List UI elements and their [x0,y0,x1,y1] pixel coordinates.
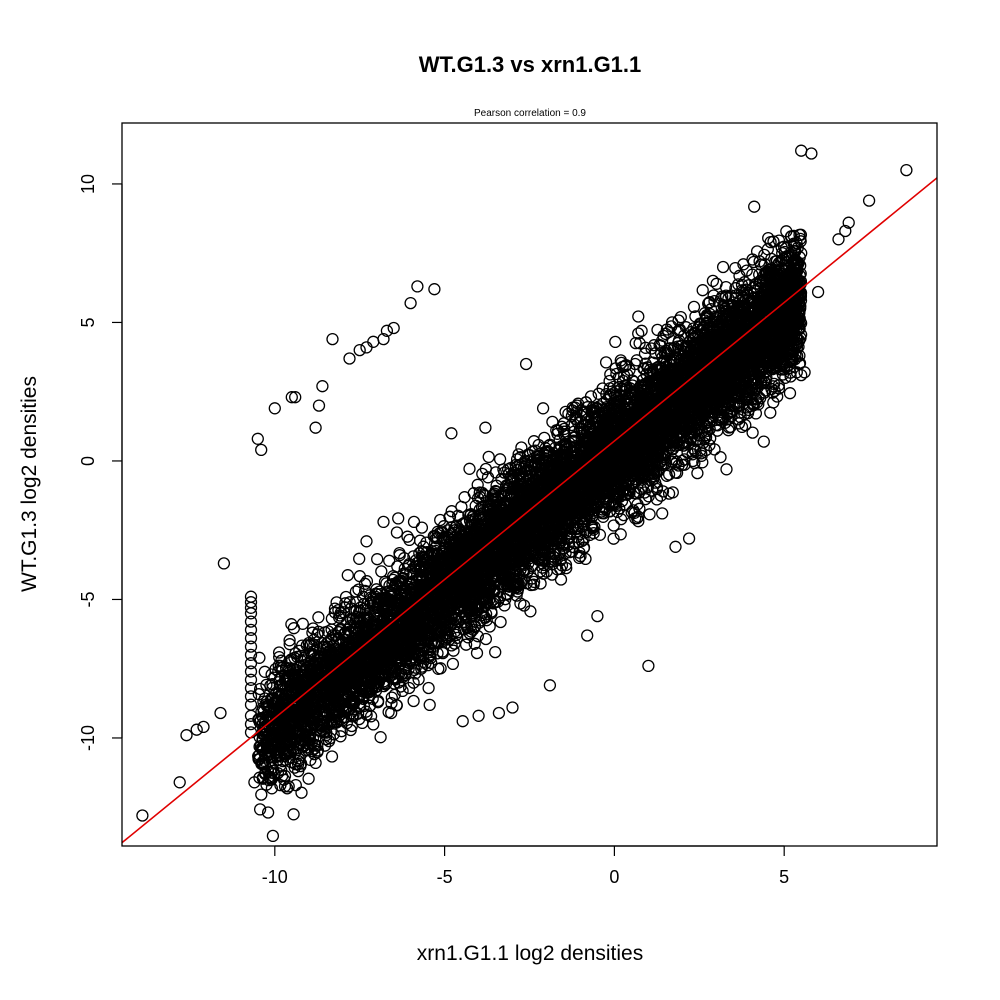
data-point [469,499,482,512]
data-point [390,526,404,539]
data-point [573,551,586,565]
data-point [302,772,315,785]
data-point [423,698,436,712]
data-point [632,310,645,323]
points-layer [136,144,913,843]
data-point [463,462,476,475]
data-point [643,508,656,521]
data-point [383,669,397,682]
data-point [656,507,669,520]
data-point [422,681,435,695]
data-point [385,697,398,710]
data-point [281,782,294,795]
data-point [609,335,622,349]
data-point [287,808,300,821]
data-point [479,632,493,646]
data-point [580,525,593,539]
data-point [738,276,751,289]
data-point [401,530,414,543]
data-point [673,323,687,336]
data-point [669,466,682,479]
data-point [446,657,460,671]
data-point [283,638,296,651]
data-point [746,426,759,439]
data-point [546,415,559,429]
data-point [750,245,764,258]
data-point [341,569,354,582]
data-point [515,441,528,454]
data-point [415,521,429,534]
data-point [610,367,623,381]
data-point [334,730,347,743]
data-point [614,528,627,541]
data-point [255,788,268,801]
data-point [518,563,531,576]
data-point [260,678,273,692]
data-point [678,458,691,471]
data-point [735,420,749,434]
data-point [266,829,280,843]
data-point [371,553,384,566]
data-point [729,261,742,275]
data-point [282,780,295,793]
data-point [599,356,613,369]
chart-subtitle: Pearson correlation = 0.9 [474,108,586,119]
data-point [629,336,642,350]
data-point [325,750,339,763]
data-point [707,289,720,302]
data-point [374,731,387,744]
x-axis-label: xrn1.G1.1 log2 densities [417,942,643,965]
data-point [383,554,396,567]
data-point [339,597,352,610]
data-point [256,772,270,785]
data-point [662,468,676,481]
data-point [714,451,727,464]
data-point [558,428,571,442]
data-point [687,300,701,314]
data-point [779,371,792,384]
chart-title: WT.G1.3 vs xrn1.G1.1 [419,52,642,77]
y-axis-label: WT.G1.3 log2 densities [18,376,41,592]
data-point [607,532,620,545]
data-point [600,387,613,401]
